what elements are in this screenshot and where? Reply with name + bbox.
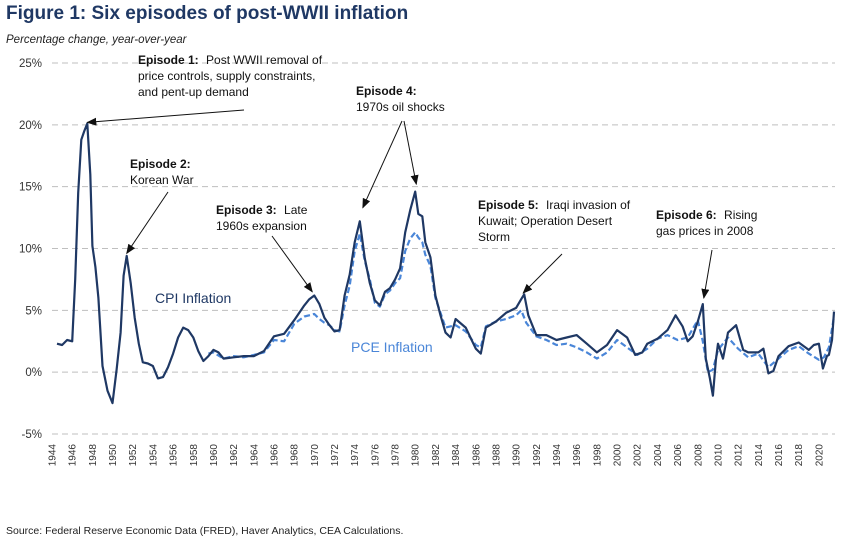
y-tick-label: 25% (19, 58, 42, 70)
x-tick-label: 2006 (673, 444, 684, 467)
x-tick-label: 1956 (169, 444, 180, 467)
y-gridlines (52, 62, 835, 435)
episode-annotations: Episode 1: Post WWII removal of price co… (86, 53, 761, 299)
episode-5-line-3: Storm (478, 230, 510, 244)
x-tick-label: 1972 (330, 444, 341, 467)
x-tick-label: 1986 (471, 444, 482, 467)
x-tick-label: 1960 (209, 444, 220, 467)
x-tick-label: 2004 (653, 444, 664, 467)
episode-4-arrow-left (362, 120, 403, 209)
episode-1-line-1: Post WWII removal of (206, 53, 323, 67)
x-tick-label: 1970 (310, 444, 321, 467)
x-tick-label: 1992 (532, 444, 543, 467)
series-lines (56, 122, 836, 405)
x-tick-label: 1974 (350, 444, 361, 467)
y-tick-label: 0% (25, 367, 42, 379)
x-tick-label: 1966 (269, 444, 280, 467)
episode-3-annotation: Episode 3: Late 1960s expansion (216, 203, 311, 233)
x-tick-label: 1994 (552, 444, 563, 467)
x-tick-label: 1950 (108, 444, 119, 467)
x-tick-label: 2012 (734, 444, 745, 467)
episode-5-arrow (522, 253, 563, 294)
source-note: Source: Federal Reserve Economic Data (F… (6, 525, 403, 537)
x-tick-label: 2000 (613, 444, 624, 467)
x-tick-label: 2002 (633, 444, 644, 467)
episode-5-line-1: Iraqi invasion of (546, 198, 631, 212)
cpi-inflation-line (56, 122, 836, 405)
episode-1-annotation: Episode 1: Post WWII removal of price co… (138, 53, 325, 99)
y-tick-label: 20% (19, 120, 42, 132)
episode-4-title: Episode 4: (356, 84, 417, 98)
episode-1-line-2: price controls, supply constraints, (138, 69, 315, 83)
episode-5-title: Episode 5: (478, 198, 539, 212)
x-tick-label: 2016 (774, 444, 785, 467)
x-tick-label: 1996 (572, 444, 583, 467)
episode-5-line-2: Kuwait; Operation Desert (478, 214, 613, 228)
x-tick-label: 1958 (189, 444, 200, 467)
episode-1-arrow (86, 109, 245, 126)
x-tick-label: 1978 (391, 444, 402, 467)
episode-2-line-1: Korean War (130, 173, 194, 187)
episode-6-arrow (701, 249, 713, 299)
x-tick-label: 1984 (451, 444, 462, 467)
episode-4-annotation: Episode 4: 1970s oil shocks (356, 84, 445, 114)
pce-series-label: PCE Inflation (351, 339, 433, 355)
x-tick-label: 1948 (88, 444, 99, 467)
x-tick-label: 1954 (148, 444, 159, 467)
x-tick-label: 1946 (68, 444, 79, 467)
x-tick-label: 1982 (431, 444, 442, 467)
x-tick-label: 1998 (592, 444, 603, 467)
episode-6-line-2: gas prices in 2008 (656, 224, 754, 238)
episode-1-title: Episode 1: (138, 53, 199, 67)
chart-subtitle: Percentage change, year-over-year (6, 34, 188, 46)
x-tick-label: 1990 (512, 444, 523, 467)
episode-6-annotation: Episode 6: Rising gas prices in 2008 (656, 208, 761, 238)
y-tick-labels: 25% 20% 15% 10% 5% 0% -5% (19, 58, 42, 441)
y-tick-label: -5% (22, 429, 42, 441)
x-tick-label: 2020 (814, 444, 825, 467)
x-tick-label: 1964 (249, 444, 260, 467)
y-tick-label: 15% (19, 182, 42, 194)
episode-2-annotation: Episode 2: Korean War (130, 157, 194, 187)
x-tick-label: 1988 (491, 444, 502, 467)
episode-4-line-1: 1970s oil shocks (356, 100, 445, 114)
pce-inflation-line (208, 231, 836, 374)
episode-3-arrow (271, 235, 313, 293)
x-tick-label: 2008 (693, 444, 704, 467)
episode-2-title: Episode 2: (130, 157, 191, 171)
x-tick-label: 2018 (794, 444, 805, 467)
x-tick-label: 1980 (411, 444, 422, 467)
episode-1-line-3: and pent-up demand (138, 85, 249, 99)
chart-title: Figure 1: Six episodes of post-WWII infl… (6, 3, 408, 24)
y-tick-label: 10% (19, 244, 42, 256)
episode-3-line-1: Late (284, 203, 308, 217)
episode-4-arrow-right (403, 120, 419, 186)
episode-6-line-1: Rising (724, 208, 757, 222)
cpi-series-label: CPI Inflation (155, 290, 231, 306)
x-tick-labels: 1944 1946 1948 1950 1952 1954 1956 1958 1960 1962… (48, 444, 826, 467)
x-tick-label: 2010 (713, 444, 724, 467)
episode-3-line-2: 1960s expansion (216, 219, 307, 233)
x-tick-label: 1962 (229, 444, 240, 467)
x-tick-label: 1952 (128, 444, 139, 467)
episode-6-title: Episode 6: (656, 208, 717, 222)
x-tick-label: 2014 (754, 444, 765, 467)
y-tick-label: 5% (25, 305, 42, 317)
episode-5-annotation: Episode 5: Iraqi invasion of Kuwait; Ope… (478, 198, 633, 244)
x-tick-label: 1976 (370, 444, 381, 467)
episode-3-title: Episode 3: (216, 203, 277, 217)
x-tick-label: 1944 (48, 444, 59, 467)
x-tick-label: 1968 (290, 444, 301, 467)
episode-2-arrow (126, 191, 169, 255)
